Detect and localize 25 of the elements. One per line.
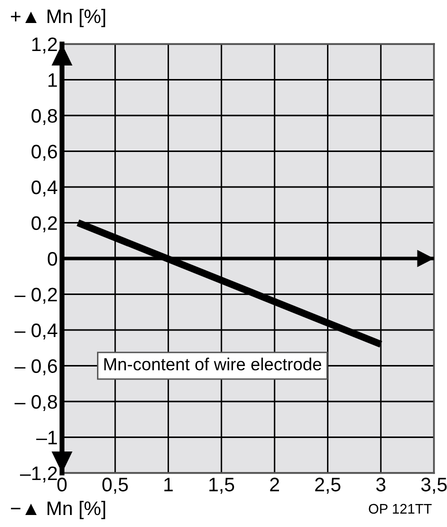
y-tick-label: –1 xyxy=(36,430,57,444)
y-tick-label: – 0,4 xyxy=(14,323,58,340)
y-tick-label: – 0,8 xyxy=(14,394,57,412)
y-tick-label: 0,8 xyxy=(32,108,57,126)
y-tick-label: – 0,2 xyxy=(14,288,57,304)
y-tick-label: 0,4 xyxy=(32,180,58,197)
text: OP 121TT xyxy=(368,504,432,514)
y-tick-label: – 0,6 xyxy=(14,359,57,376)
y-axis-title: +▲ Mn [%] xyxy=(10,8,106,28)
y-tick-label: 0,2 xyxy=(32,216,57,232)
y-tick-label: 0,6 xyxy=(32,144,57,161)
x-tick-label: 1 xyxy=(164,478,173,492)
x-tick-label: 1,5 xyxy=(209,478,234,494)
x-tick-label: 3 xyxy=(376,478,386,492)
x-axis-title: −▲ Mn [%] xyxy=(10,500,106,520)
y-tick-label: 1 xyxy=(48,73,57,87)
x-tick-label: 3,5 xyxy=(421,478,447,494)
y-tick-label: –1,2 xyxy=(20,466,57,483)
x-tick-label: 2,5 xyxy=(315,478,340,494)
y-tick-label: 0 xyxy=(48,252,58,266)
x-tick-label: 0 xyxy=(57,478,67,492)
x-tick-label: 0,5 xyxy=(102,478,128,494)
y-tick-label: 1,2 xyxy=(32,37,57,54)
annotation: Mn-content of wire electrode xyxy=(104,358,322,370)
x-tick-label: 2 xyxy=(270,478,280,492)
